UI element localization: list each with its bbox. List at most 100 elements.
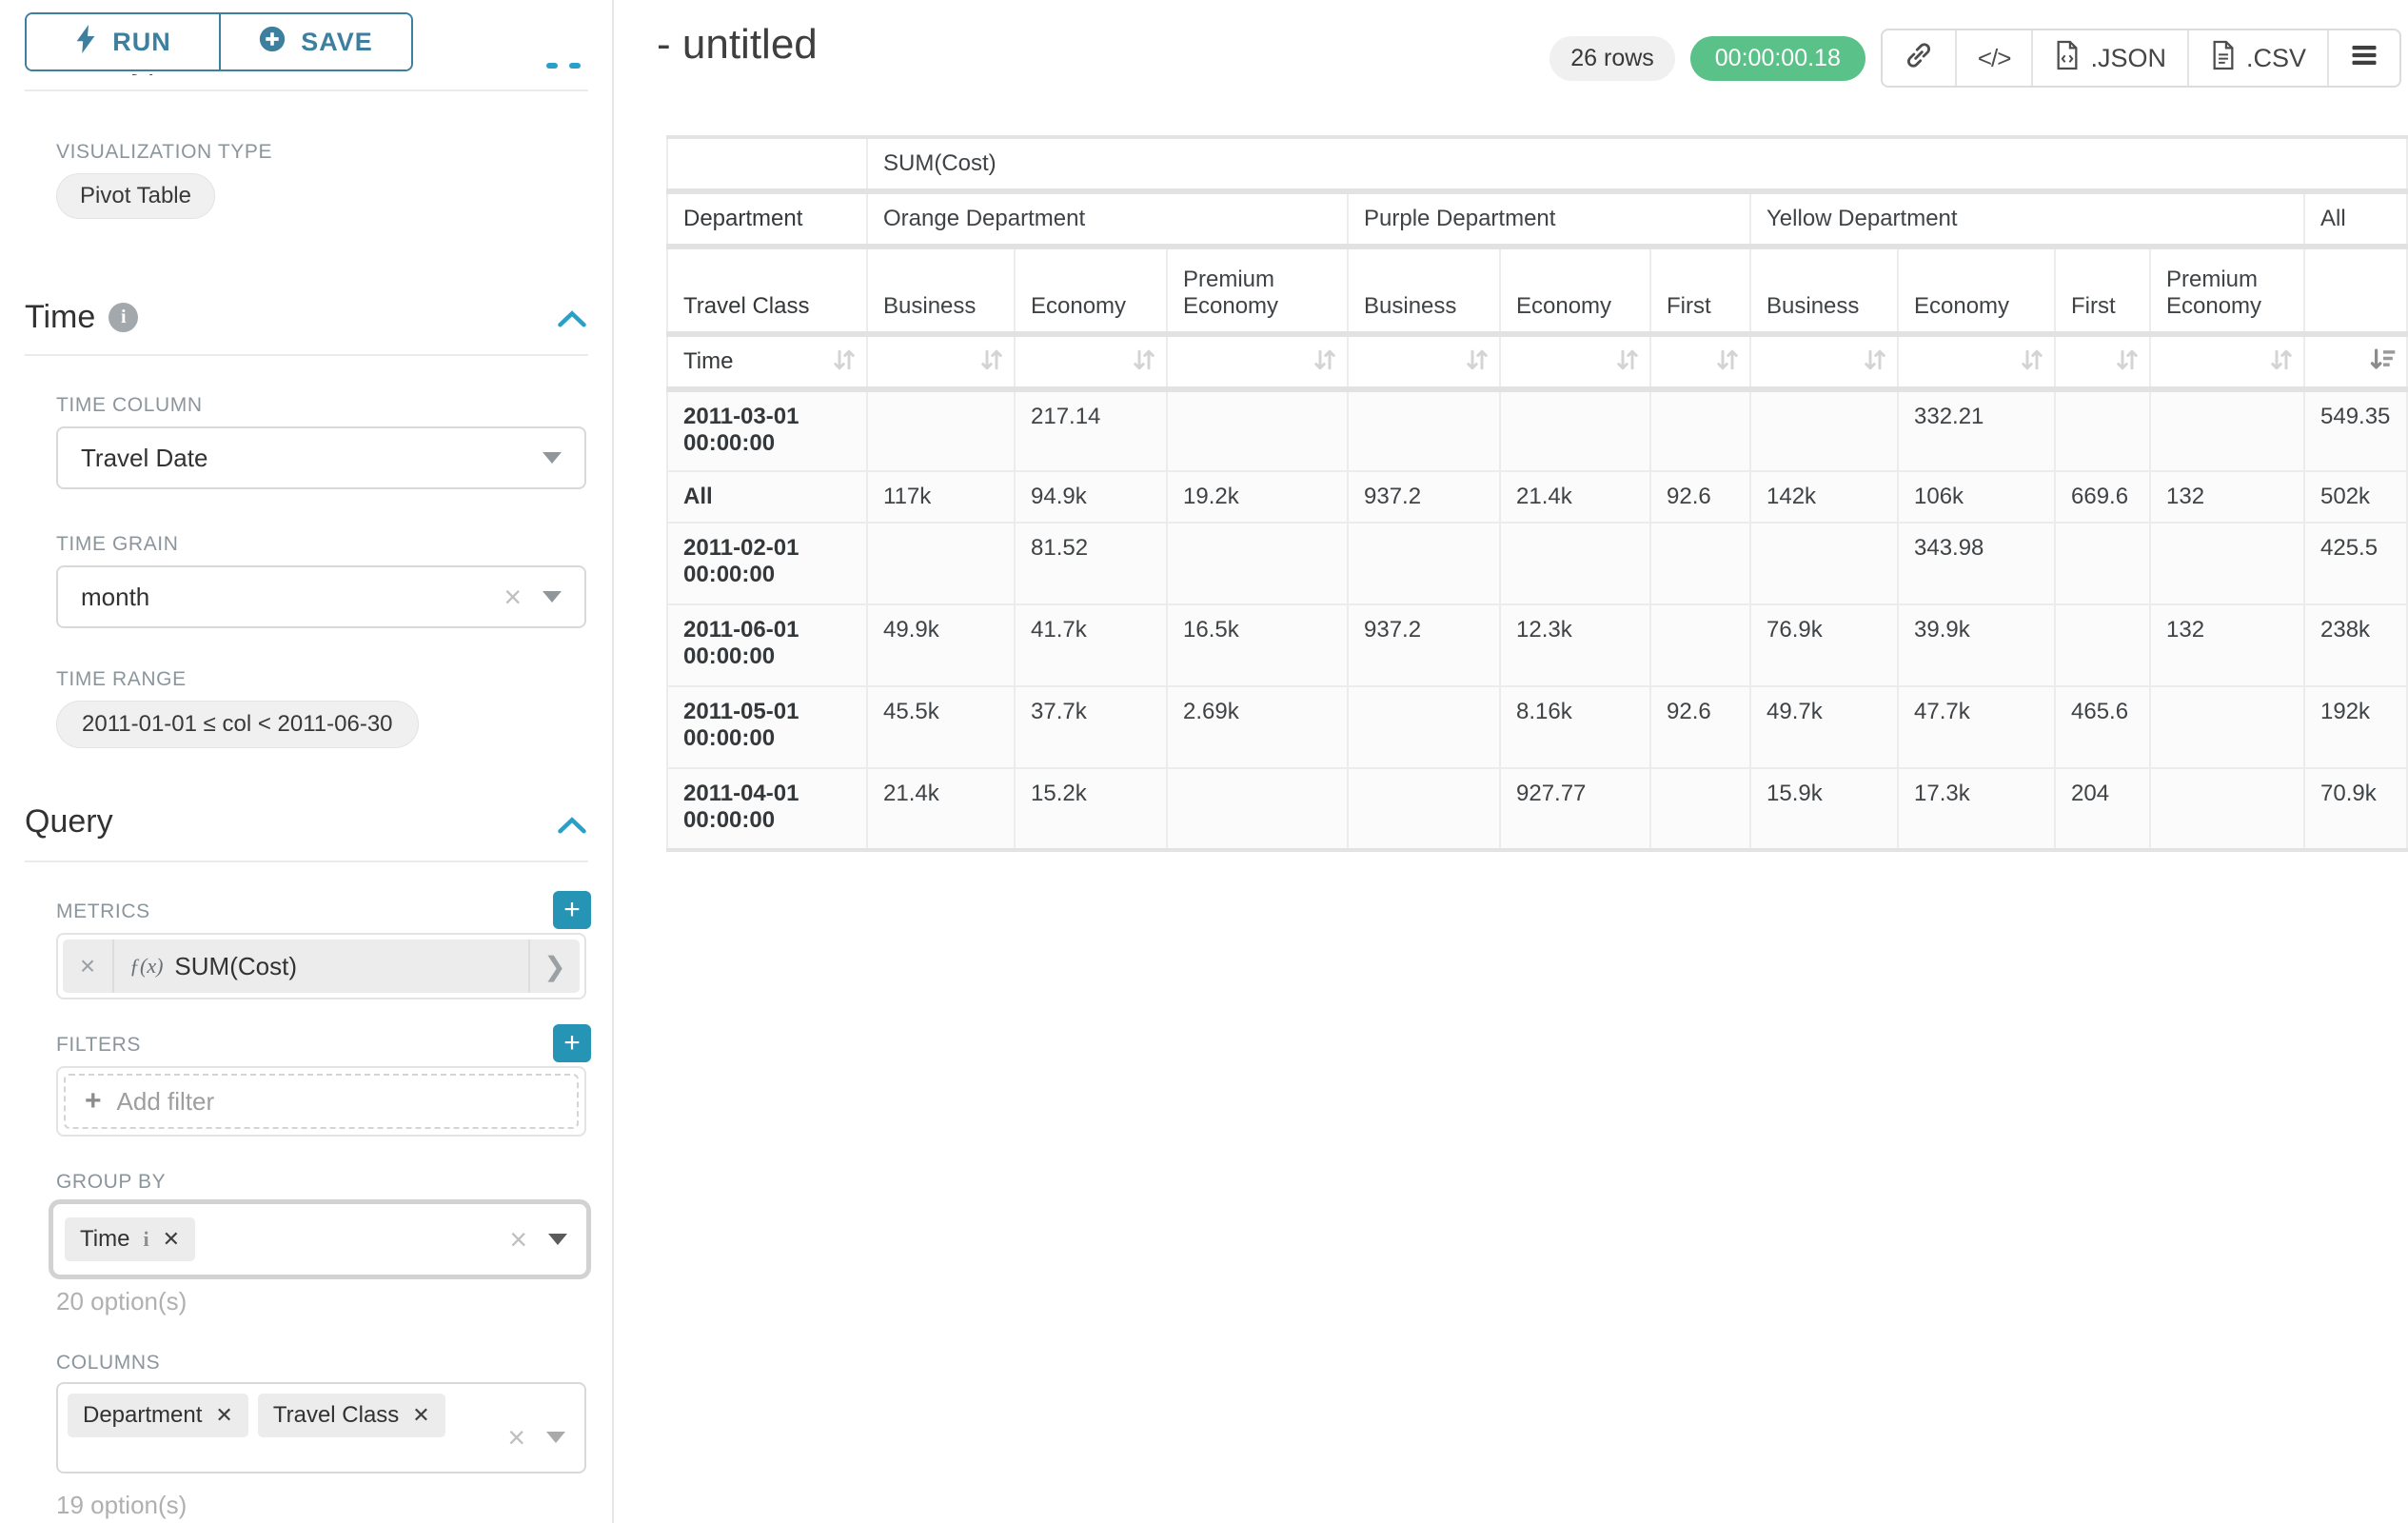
pivot-corner-time: Time bbox=[667, 334, 867, 389]
pivot-group-header: Purple Department bbox=[1348, 191, 1750, 247]
menu-button[interactable] bbox=[2327, 30, 2399, 86]
chart-title[interactable]: - untitled bbox=[657, 21, 818, 69]
pivot-cell: 47.7k bbox=[1898, 686, 2055, 768]
metrics-box: × ƒ(x) SUM(Cost) ❯ bbox=[56, 933, 586, 999]
pivot-cell: 117k bbox=[867, 471, 1015, 523]
chevron-up-icon[interactable] bbox=[558, 815, 586, 841]
sort-icon[interactable] bbox=[830, 346, 859, 380]
export-csv-button[interactable]: .CSV bbox=[2187, 30, 2327, 86]
pivot-sort-cell bbox=[1015, 334, 1167, 389]
selected-tag[interactable]: Department✕ bbox=[68, 1394, 248, 1437]
view-query-button[interactable]: </> bbox=[1955, 30, 2032, 86]
pivot-cell bbox=[1348, 389, 1500, 471]
plus-icon: + bbox=[85, 1085, 102, 1118]
pivot-cell: 37.7k bbox=[1015, 686, 1167, 768]
pivot-cell: 204 bbox=[2055, 768, 2150, 850]
time-section-header: Time i bbox=[25, 299, 138, 336]
pivot-corner-travel-class: Travel Class bbox=[667, 247, 867, 334]
pivot-cell bbox=[2055, 604, 2150, 686]
time-grain-select[interactable]: month × bbox=[56, 565, 586, 628]
chevron-down-icon bbox=[543, 591, 562, 603]
pivot-metric-header: SUM(Cost) bbox=[867, 137, 2407, 191]
pivot-cell: 21.4k bbox=[1500, 471, 1650, 523]
pivot-cell bbox=[2055, 389, 2150, 471]
viz-type-pill[interactable]: Pivot Table bbox=[56, 173, 215, 219]
pivot-cell: 41.7k bbox=[1015, 604, 1167, 686]
remove-tag-icon[interactable]: ✕ bbox=[163, 1227, 180, 1252]
pivot-cell: 2.69k bbox=[1167, 686, 1348, 768]
time-range-pill[interactable]: 2011-01-01 ≤ col < 2011-06-30 bbox=[56, 701, 419, 748]
sort-icon[interactable] bbox=[1311, 346, 1339, 380]
pivot-cell: 927.77 bbox=[1500, 768, 1650, 850]
columns-label: COLUMNS bbox=[56, 1352, 160, 1375]
pivot-cell: 669.6 bbox=[2055, 471, 2150, 523]
pivot-table: SUM(Cost)DepartmentOrange DepartmentPurp… bbox=[666, 135, 2408, 852]
pivot-cell: 76.9k bbox=[1750, 604, 1898, 686]
sort-icon[interactable] bbox=[1861, 346, 1889, 380]
pivot-cell: 132 bbox=[2150, 471, 2304, 523]
sort-icon[interactable] bbox=[1130, 346, 1158, 380]
sort-icon[interactable] bbox=[2018, 346, 2046, 380]
save-button[interactable]: SAVE bbox=[219, 14, 411, 69]
pivot-cell: 343.98 bbox=[1898, 523, 2055, 604]
remove-tag-icon[interactable]: ✕ bbox=[412, 1403, 429, 1428]
clear-icon[interactable]: × bbox=[507, 1422, 525, 1453]
sort-icon[interactable] bbox=[2267, 346, 2296, 380]
pivot-group-header: Yellow Department bbox=[1750, 191, 2304, 247]
divider bbox=[25, 354, 588, 356]
header-badges: 26 rows 00:00:00.18 </> bbox=[1549, 29, 2401, 88]
sort-icon[interactable] bbox=[1613, 346, 1642, 380]
pivot-cell bbox=[1650, 604, 1750, 686]
pivot-group-header: All bbox=[2304, 191, 2407, 247]
remove-metric-icon[interactable]: × bbox=[63, 940, 114, 993]
pivot-cell bbox=[867, 523, 1015, 604]
selected-tag[interactable]: Travel Class✕ bbox=[258, 1394, 445, 1437]
clear-icon[interactable]: × bbox=[503, 582, 522, 612]
pivot-sort-cell bbox=[1650, 334, 1750, 389]
sort-icon[interactable] bbox=[2113, 346, 2142, 380]
hamburger-icon bbox=[2350, 43, 2378, 74]
add-filter-button[interactable]: + Add filter bbox=[64, 1074, 579, 1129]
control-panel: Chart Type RUN SAVE VISUALIZATION TYPE P… bbox=[0, 0, 614, 1523]
pivot-corner-department: Department bbox=[667, 191, 867, 247]
selected-tag[interactable]: Timei✕ bbox=[65, 1217, 195, 1261]
chevron-up-icon[interactable] bbox=[558, 308, 586, 334]
fx-icon: ƒ(x) bbox=[129, 954, 163, 979]
group-by-select[interactable]: Timei✕ × bbox=[49, 1199, 591, 1279]
metric-value[interactable]: ƒ(x) SUM(Cost) bbox=[114, 952, 528, 981]
pivot-col-header: First bbox=[2055, 247, 2150, 334]
share-link-button[interactable] bbox=[1883, 30, 1955, 86]
export-json-button[interactable]: .JSON bbox=[2031, 30, 2187, 86]
query-section-header: Query bbox=[25, 803, 113, 841]
chevron-down-icon bbox=[548, 1234, 567, 1245]
sort-icon[interactable] bbox=[1463, 346, 1491, 380]
sort-icon[interactable] bbox=[977, 346, 1006, 380]
sort-descending-icon[interactable] bbox=[2368, 346, 2398, 380]
pivot-cell: 937.2 bbox=[1348, 471, 1500, 523]
time-column-label: TIME COLUMN bbox=[56, 394, 203, 417]
filters-label: FILTERS bbox=[56, 1034, 141, 1057]
add-metric-button[interactable]: + bbox=[553, 891, 591, 929]
pivot-cell: 21.4k bbox=[867, 768, 1015, 850]
file-lines-icon bbox=[2210, 40, 2237, 77]
time-column-select[interactable]: Travel Date bbox=[56, 426, 586, 489]
pivot-cell bbox=[1167, 389, 1348, 471]
run-button[interactable]: RUN bbox=[27, 14, 219, 69]
columns-select[interactable]: Department✕Travel Class✕ × bbox=[56, 1382, 586, 1474]
pivot-cell: 12.3k bbox=[1500, 604, 1650, 686]
pivot-sort-cell bbox=[1348, 334, 1500, 389]
clear-icon[interactable]: × bbox=[509, 1224, 527, 1255]
pivot-cell bbox=[1348, 768, 1500, 850]
sort-icon[interactable] bbox=[1713, 346, 1742, 380]
panel-resize-handle[interactable] bbox=[546, 63, 581, 69]
pivot-row-label: 2011-04-01 00:00:00 bbox=[667, 768, 867, 850]
pivot-col-header: First bbox=[1650, 247, 1750, 334]
pivot-cell: 937.2 bbox=[1348, 604, 1500, 686]
chart-area: - untitled 26 rows 00:00:00.18 </> bbox=[616, 0, 2408, 1523]
chevron-right-icon[interactable]: ❯ bbox=[528, 940, 580, 993]
add-filter-plus-button[interactable]: + bbox=[553, 1024, 591, 1062]
pivot-cell bbox=[2150, 523, 2304, 604]
pivot-cell: 81.52 bbox=[1015, 523, 1167, 604]
remove-tag-icon[interactable]: ✕ bbox=[215, 1403, 232, 1428]
group-by-options-hint: 20 option(s) bbox=[56, 1287, 187, 1316]
